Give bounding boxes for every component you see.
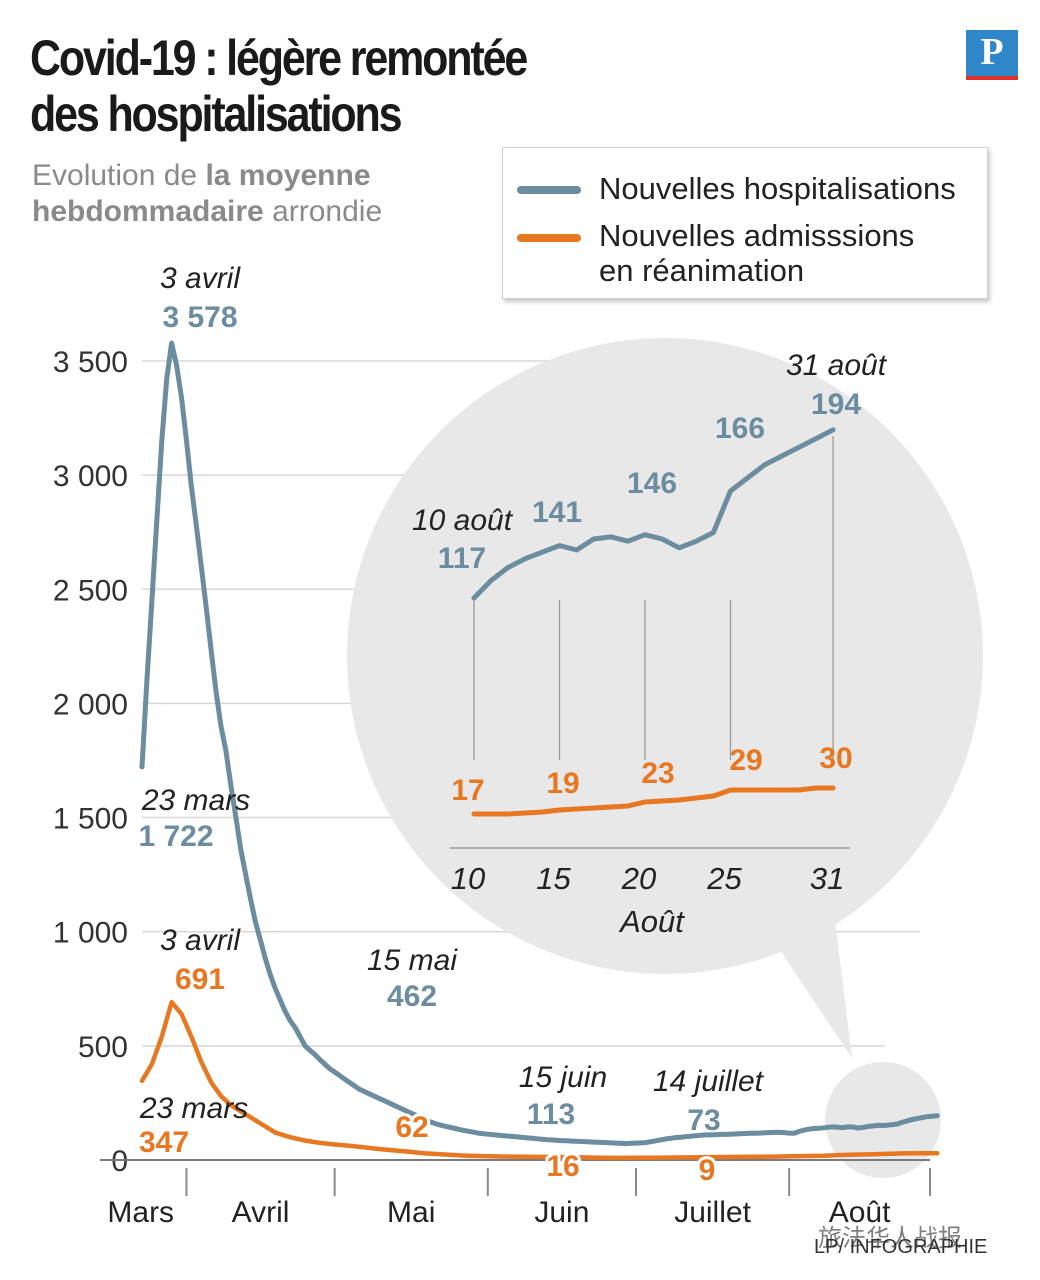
month-label: Avril xyxy=(232,1196,290,1229)
reanimation-line xyxy=(139,999,940,1161)
inset-value-label: 30 xyxy=(819,742,852,775)
month-label: Juillet xyxy=(674,1196,751,1229)
y-tick-label: 3 000 xyxy=(53,460,128,493)
annotation-date: 14 juillet xyxy=(653,1065,765,1098)
annotation-value: 73 xyxy=(687,1104,720,1137)
inset-value-label: 17 xyxy=(451,774,484,807)
legend-label-hospitalisations: Nouvelles hospitalisations xyxy=(599,171,956,206)
legend: Nouvelles hospitalisations Nouvelles adm… xyxy=(502,147,988,299)
zoom-source-circle xyxy=(825,1062,941,1178)
annotation-value: 113 xyxy=(527,1098,575,1131)
annotation-value: 62 xyxy=(395,1111,428,1144)
subtitle-part-3: hebdommadaire xyxy=(32,195,264,228)
series-layer xyxy=(139,340,940,1161)
legend-label-reanimation-1: Nouvelles admisssions xyxy=(599,218,915,253)
month-label: Juin xyxy=(534,1196,589,1229)
annotation-date: 23 mars xyxy=(141,784,250,817)
inset-value-label: 194 xyxy=(811,388,861,421)
month-label: Mai xyxy=(387,1196,435,1229)
title-line-2: des hospitalisations xyxy=(30,86,403,142)
inset-reanimation-line xyxy=(471,785,836,817)
inset-value-label: 166 xyxy=(715,412,765,445)
annotation-value: 9 xyxy=(699,1154,716,1187)
inset-x-title: Août xyxy=(618,904,685,939)
month-label: Août xyxy=(829,1196,891,1229)
inset-x-tick: 20 xyxy=(621,861,656,896)
axes-layer: 0 500 1 000 1 500 2 000 2 500 3 000 3 500 Mars Av… xyxy=(53,346,931,1229)
y-tick-label: 2 500 xyxy=(53,574,128,607)
subtitle-part-2: la moyenne xyxy=(205,159,371,192)
y-tick-label: 0 xyxy=(111,1145,128,1178)
inset-x-tick: 15 xyxy=(536,861,571,896)
inset-value-label: 23 xyxy=(641,757,674,790)
annotation-value: 3 578 xyxy=(162,301,237,334)
inset-value-label: 19 xyxy=(546,767,579,800)
annotation-date: 23 mars xyxy=(139,1092,248,1125)
legend-label-reanimation-2: en réanimation xyxy=(599,253,805,288)
inset-hospitalisations-line xyxy=(471,427,836,601)
zoom-inset: 10 15 20 25 31 Août 10 août 117 141 146 166 31 août… xyxy=(412,349,888,939)
annotation-value: 462 xyxy=(387,980,437,1013)
credit: LP/ INFOGRAPHIE xyxy=(814,1236,988,1258)
chart-subtitle: Evolution de la moyenne hebdommadaire ar… xyxy=(32,158,382,230)
chart-title: Covid-19 : légère remontée des hospitali… xyxy=(30,30,528,142)
subtitle-part-1: Evolution de xyxy=(32,159,206,192)
inset-value-label: 141 xyxy=(532,496,582,529)
y-tick-label: 2 000 xyxy=(53,688,128,721)
annotation-date: 3 avril xyxy=(160,262,241,295)
y-tick-label: 1 000 xyxy=(53,917,128,950)
inset-date-label: 10 août xyxy=(412,504,514,537)
y-tick-label: 3 500 xyxy=(53,346,128,379)
inset-value-label: 146 xyxy=(627,467,677,500)
le-parisien-logo: P xyxy=(966,30,1018,80)
inset-date-label: 31 août xyxy=(786,349,888,382)
annotation-date: 15 juin xyxy=(519,1061,607,1094)
y-tick-label: 1 500 xyxy=(53,803,128,836)
title-line-1: Covid-19 : légère remontée xyxy=(30,30,528,86)
y-tick-label: 500 xyxy=(78,1031,128,1064)
logo-letter: P xyxy=(980,31,1004,73)
hospitalisations-line xyxy=(139,340,940,1147)
annotation-value: 16 xyxy=(546,1150,579,1183)
annotation-value: 1 722 xyxy=(138,820,213,853)
annotation-value: 691 xyxy=(175,963,225,996)
inset-x-tick: 25 xyxy=(706,861,742,896)
watermark: 旅法华人战报 xyxy=(818,1224,962,1252)
month-label: Mars xyxy=(107,1196,174,1229)
callout-circle xyxy=(347,338,983,974)
legend-swatch-hospitalisations xyxy=(517,186,581,194)
annotation-value: 347 xyxy=(139,1126,189,1159)
inset-x-tick: 10 xyxy=(451,861,485,896)
inset-value-label: 117 xyxy=(438,542,486,575)
annotation-date: 3 avril xyxy=(160,924,241,957)
inset-value-label: 29 xyxy=(729,744,762,777)
annotation-date: 15 mai xyxy=(367,944,458,977)
inset-x-tick: 31 xyxy=(810,861,844,896)
subtitle-part-4: arrondie xyxy=(263,195,383,228)
legend-swatch-reanimation xyxy=(517,234,581,242)
